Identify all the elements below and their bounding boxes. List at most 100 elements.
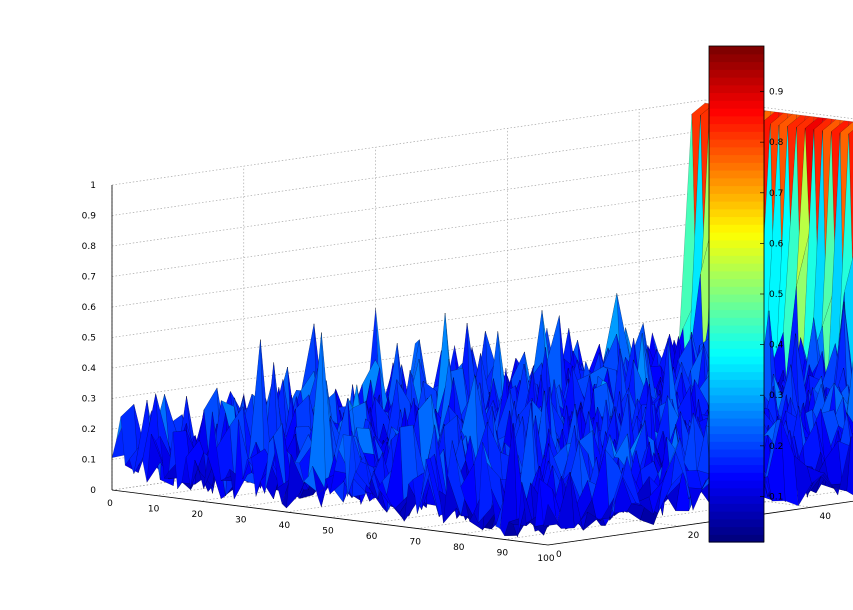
z-tick-label: 0.2 <box>82 425 96 435</box>
colorbar-tick-label: 0.1 <box>769 492 783 502</box>
colorbar-tick-label: 0.7 <box>769 189 783 199</box>
colorbar-band <box>709 472 764 481</box>
x-tick-label: 10 <box>148 505 160 515</box>
z-tick-label: 0.1 <box>82 456 96 466</box>
colorbar-band <box>709 371 764 380</box>
colorbar-band <box>709 464 764 473</box>
colorbar-band <box>709 425 764 435</box>
z-tick-label: 0.8 <box>82 242 97 252</box>
colorbar-band <box>709 348 764 357</box>
colorbar-band <box>709 224 764 233</box>
colorbar-band <box>709 154 764 163</box>
z-tick-label: 0.6 <box>82 303 97 313</box>
colorbar-band <box>709 77 764 86</box>
colorbar-band <box>709 69 764 78</box>
gridline-left-z <box>111 191 706 277</box>
gridline-left-z <box>111 130 706 216</box>
z-tick-label: 0 <box>90 486 96 496</box>
y-axis-line <box>547 500 853 546</box>
colorbar-band <box>709 270 764 280</box>
colorbar-band <box>709 247 764 256</box>
colorbar-band <box>709 526 764 535</box>
z-tick-label: 0.5 <box>82 334 96 344</box>
colorbar-band <box>709 309 764 318</box>
colorbar-band <box>709 511 764 520</box>
colorbar-band <box>709 193 764 202</box>
colorbar-tick-label: 0.3 <box>769 391 783 401</box>
y-tick-label: 0 <box>556 550 562 560</box>
gridline-left-z <box>111 99 706 186</box>
colorbar-band <box>709 534 764 543</box>
colorbar-band <box>709 232 764 241</box>
colorbar-band <box>709 332 764 342</box>
colorbar-band <box>709 394 764 404</box>
x-tick-label: 20 <box>191 510 203 520</box>
x-tick-label: 50 <box>322 527 334 537</box>
colorbar-band <box>709 325 764 334</box>
colorbar-band <box>709 115 764 125</box>
colorbar-band <box>709 108 764 117</box>
colorbar-tick-label: 0.2 <box>769 442 783 452</box>
x-tick-label: 40 <box>279 521 291 531</box>
colorbar-band <box>709 480 764 489</box>
z-tick-label: 0.7 <box>82 273 96 283</box>
colorbar-band <box>709 356 764 365</box>
colorbar-band <box>709 418 764 427</box>
colorbar-band <box>709 53 764 63</box>
z-tick-label: 0.3 <box>82 395 96 405</box>
colorbar-tick-label: 0.5 <box>769 290 783 300</box>
colorbar-band <box>709 255 764 264</box>
y-tick-label: 20 <box>688 531 700 541</box>
colorbar-band <box>709 84 764 94</box>
colorbar-band <box>709 146 764 156</box>
colorbar-band <box>709 92 764 101</box>
colorbar-band <box>709 441 764 450</box>
colorbar-band <box>709 286 764 295</box>
colorbar-band <box>709 177 764 187</box>
axes-grid <box>111 99 853 546</box>
colorbar-band <box>709 61 764 70</box>
x-axis-line <box>111 489 549 546</box>
z-tick-label: 0.9 <box>82 212 97 222</box>
colorbar-tick-label: 0.8 <box>769 138 784 148</box>
colorbar-band <box>709 487 764 497</box>
z-tick-label: 0.4 <box>82 364 97 374</box>
x-tick-label: 70 <box>409 538 421 548</box>
colorbar-band <box>709 379 764 388</box>
colorbar-band <box>709 216 764 225</box>
colorbar-band <box>709 433 764 442</box>
colorbar-band <box>709 46 764 55</box>
colorbar-band <box>709 387 764 396</box>
colorbar-band <box>709 503 764 512</box>
x-tick-label: 100 <box>537 554 554 564</box>
colorbar-tick-label: 0.6 <box>769 239 784 249</box>
colorbar-band <box>709 294 764 303</box>
colorbar-band <box>709 410 764 419</box>
colorbar-tick-label: 0.4 <box>769 341 784 351</box>
gridline-left-z <box>111 160 706 247</box>
x-tick-label: 0 <box>107 499 113 509</box>
colorbar-band <box>709 100 764 109</box>
colorbar: 0.1 0.2 0.3 0.4 0.5 0.6 0.7 0.8 0.9 <box>708 45 784 543</box>
gridline-left-z <box>111 221 706 308</box>
x-tick-label: 30 <box>235 516 247 526</box>
colorbar-band <box>709 495 764 504</box>
colorbar-band <box>709 185 764 194</box>
colorbar-band <box>709 123 764 132</box>
colorbar-band <box>709 518 764 528</box>
z-tick-label: 1 <box>90 181 96 191</box>
colorbar-band <box>709 278 764 287</box>
colorbar-band <box>709 340 764 349</box>
colorbar-band <box>709 402 764 411</box>
axis-tick-labels: 00.10.20.30.40.50.60.70.80.9101020304050… <box>82 181 832 564</box>
colorbar-band <box>709 131 764 140</box>
x-tick-label: 80 <box>453 543 465 553</box>
colorbar-band <box>709 139 764 148</box>
colorbar-band <box>709 363 764 373</box>
colorbar-band <box>709 449 764 458</box>
surface-patch <box>543 503 562 529</box>
colorbar-band <box>709 317 764 326</box>
colorbar-band <box>709 201 764 210</box>
colorbar-band <box>709 263 764 272</box>
